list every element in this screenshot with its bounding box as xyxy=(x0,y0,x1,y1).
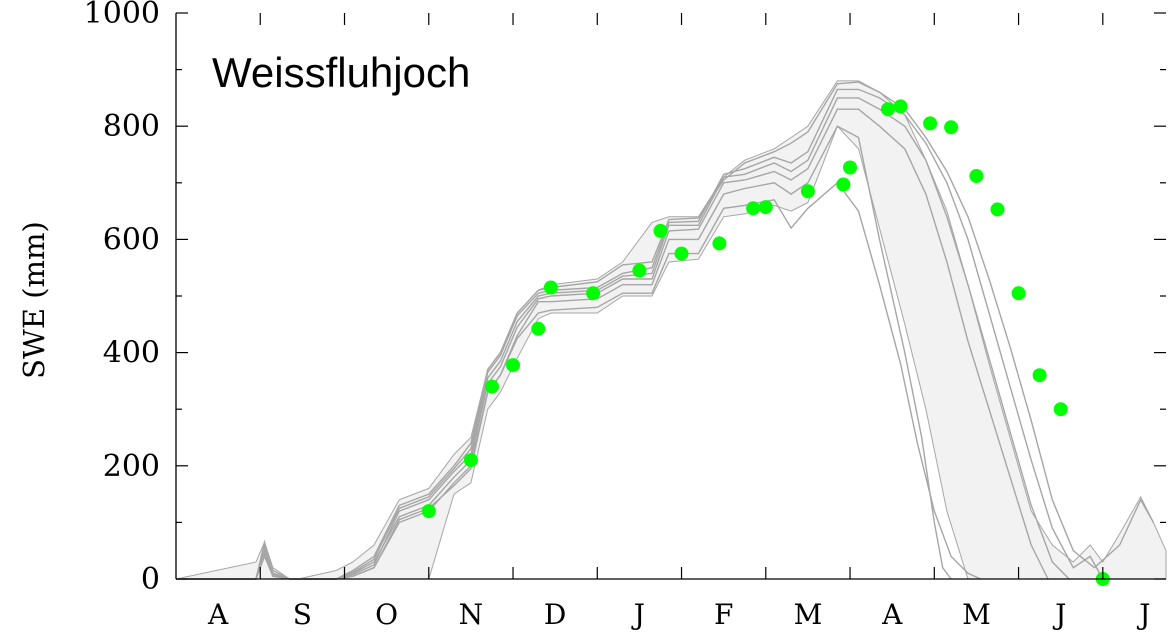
observed-point-24 xyxy=(1032,368,1047,383)
ensemble-member-line-1 xyxy=(176,125,952,580)
observed-point-2 xyxy=(463,453,478,468)
observed-point-3 xyxy=(485,379,499,394)
observed-point-10 xyxy=(674,246,689,261)
x-month-label: J xyxy=(1136,598,1150,631)
ensemble-envelope-band xyxy=(175,80,1167,580)
observed-point-7 xyxy=(586,286,601,301)
observed-point-5 xyxy=(531,321,546,336)
x-month-label: J xyxy=(1052,598,1066,631)
ensemble-member-line-5 xyxy=(176,81,1155,580)
observed-point-21 xyxy=(969,169,984,183)
observed-point-18 xyxy=(893,99,908,114)
x-month-label: M xyxy=(962,598,991,631)
axes xyxy=(175,12,1166,580)
ensemble-members xyxy=(176,81,1155,580)
ensemble-member-line-4 xyxy=(176,88,1104,580)
observed-point-6 xyxy=(543,280,558,295)
y-axis-label: SWE (mm) xyxy=(17,221,51,379)
observed-point-4 xyxy=(506,358,520,373)
y-tick-label: 0 xyxy=(141,562,160,597)
observed-points xyxy=(421,99,1110,586)
observed-point-14 xyxy=(800,184,815,199)
x-month-label: D xyxy=(544,598,566,631)
observed-point-8 xyxy=(632,263,647,278)
x-month-label: A xyxy=(207,598,229,631)
x-month-label: A xyxy=(881,598,903,631)
observed-point-25 xyxy=(1053,402,1068,417)
ensemble-envelope xyxy=(175,80,1167,580)
x-month-label: N xyxy=(459,598,484,631)
observed-point-22 xyxy=(990,202,1005,217)
observed-point-13 xyxy=(758,200,773,215)
y-tick-label: 600 xyxy=(103,222,160,257)
observed-point-12 xyxy=(746,201,761,216)
y-tick-label: 800 xyxy=(103,109,160,144)
x-month-label: O xyxy=(375,598,398,631)
y-tick-label: 1000 xyxy=(84,0,160,31)
ensemble-member-line-6 xyxy=(176,181,981,580)
y-tick-label: 400 xyxy=(103,336,160,371)
observed-point-17 xyxy=(881,102,895,117)
observed-point-1 xyxy=(421,504,436,519)
x-month-label: S xyxy=(293,598,312,631)
x-month-label: F xyxy=(714,598,733,631)
observed-point-23 xyxy=(1011,286,1026,301)
observed-point-19 xyxy=(923,116,938,131)
y-tick-labels: 0 200 400 600 800 1000 xyxy=(84,0,160,597)
observed-point-20 xyxy=(944,120,959,135)
observed-point-15 xyxy=(836,177,851,192)
observed-point-11 xyxy=(712,236,727,251)
observed-point-16 xyxy=(843,160,857,175)
observed-point-9 xyxy=(653,223,668,238)
ensemble-member-line-3 xyxy=(176,97,1070,580)
ensemble-member-line-2 xyxy=(176,108,1049,580)
y-tick-label: 200 xyxy=(103,449,160,484)
chart-title: Weissfluhjoch xyxy=(212,49,470,96)
x-month-label: M xyxy=(794,598,823,631)
x-month-label: J xyxy=(631,598,645,631)
